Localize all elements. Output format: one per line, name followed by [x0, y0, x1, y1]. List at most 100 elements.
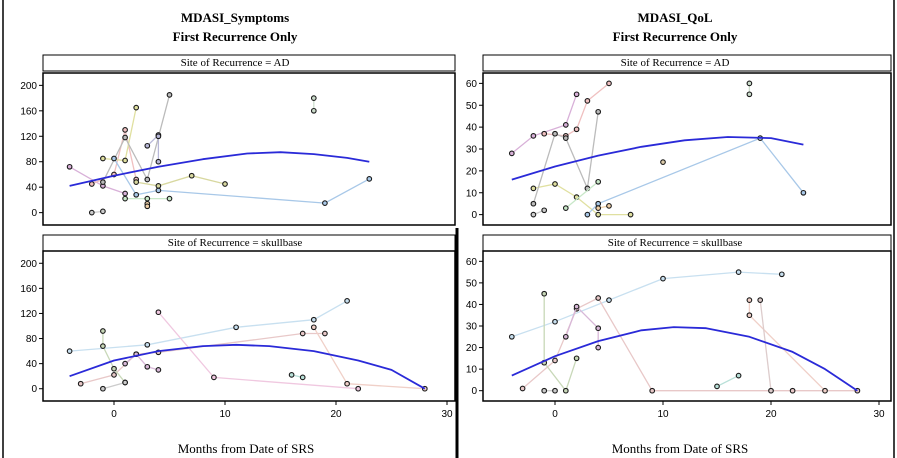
- x-tick-label: 0: [111, 409, 117, 420]
- data-point: [310, 95, 317, 101]
- y-tick-label: 40: [26, 359, 38, 370]
- data-point: [310, 324, 317, 331]
- data-point: [155, 133, 162, 140]
- y-tick-label: 0: [471, 210, 477, 221]
- data-point: [562, 387, 569, 394]
- data-point: [595, 205, 602, 211]
- data-point: [530, 200, 537, 207]
- y-tick-label: 200: [20, 259, 37, 270]
- y-tick-label: 30: [466, 145, 478, 156]
- data-point: [100, 328, 106, 334]
- data-point: [822, 387, 828, 394]
- x-tick-label: 20: [765, 409, 777, 420]
- data-point: [508, 150, 515, 157]
- subject-trajectory: [716, 375, 739, 387]
- subject-trajectory: [102, 331, 126, 383]
- data-point: [584, 98, 591, 104]
- data-point: [166, 195, 173, 202]
- subject-trajectory: [511, 94, 578, 154]
- data-point: [222, 181, 228, 187]
- data-point: [768, 387, 774, 394]
- data-point: [573, 126, 580, 133]
- data-point: [746, 297, 753, 303]
- data-point: [552, 387, 558, 394]
- subject-trajectory: [69, 300, 348, 352]
- data-point: [122, 379, 128, 386]
- subject-trajectory: [146, 133, 160, 162]
- data-point: [344, 380, 350, 387]
- panel-qol-skullbase: Site of Recurrence = skullbase 0 10 20 30 40…: [466, 234, 892, 420]
- y-tick-label: 40: [466, 123, 478, 134]
- data-point: [310, 316, 317, 323]
- x-tick-label: 20: [330, 409, 342, 420]
- subject-trajectory: [522, 297, 858, 392]
- subject-trajectory: [157, 311, 359, 390]
- data-point: [562, 135, 569, 141]
- data-point: [122, 190, 128, 197]
- data-point: [552, 130, 558, 137]
- quadratic-fit-line: [69, 343, 426, 390]
- data-point: [800, 189, 807, 196]
- data-point: [188, 172, 195, 179]
- strip-label: Site of Recurrence = skullbase: [168, 237, 303, 249]
- subject-trajectory: [586, 137, 804, 216]
- panel-qol-ad: Site of Recurrence = AD 0 10 20 30 40 50 60: [466, 54, 892, 226]
- y-tick-label: 40: [466, 300, 478, 311]
- data-point: [660, 275, 666, 282]
- data-point: [552, 357, 558, 364]
- data-point: [541, 130, 548, 137]
- x-tick-label: 0: [552, 409, 558, 420]
- data-point: [595, 344, 602, 351]
- y-tick-label: 30: [466, 322, 478, 333]
- subject-trajectory: [748, 300, 826, 392]
- data-point: [552, 318, 558, 325]
- data-point: [111, 365, 117, 372]
- y-tick-label: 60: [466, 257, 478, 268]
- panel-symptoms-ad: Site of Recurrence = AD 0 40 80 120 160 200: [20, 54, 456, 226]
- data-point: [595, 325, 602, 332]
- y-tick-label: 10: [466, 365, 478, 376]
- data-point: [530, 185, 537, 192]
- data-point: [211, 374, 217, 381]
- data-point: [714, 383, 720, 390]
- data-point: [133, 191, 140, 198]
- data-point: [144, 203, 151, 210]
- data-point: [144, 176, 151, 183]
- data-point: [735, 372, 742, 379]
- data-point: [541, 207, 548, 214]
- x-tick-label: 10: [657, 409, 669, 420]
- left-x-axis-label: Months from Date of SRS: [178, 441, 315, 456]
- data-point: [100, 179, 106, 185]
- data-point: [155, 183, 162, 189]
- data-point: [595, 108, 602, 115]
- data-point: [322, 200, 328, 206]
- data-point: [660, 159, 666, 165]
- subject-trajectory: [565, 305, 599, 348]
- data-point: [366, 176, 373, 182]
- data-point: [627, 211, 634, 218]
- data-point: [649, 387, 656, 394]
- data-point: [299, 330, 306, 337]
- y-tick-label: 40: [26, 183, 38, 194]
- x-tick-label: 30: [441, 409, 453, 420]
- data-point: [155, 187, 162, 194]
- data-point: [66, 348, 73, 354]
- data-point: [233, 324, 239, 331]
- data-point: [606, 297, 612, 303]
- data-point: [606, 203, 612, 209]
- plot-frame: [482, 72, 892, 226]
- data-point: [789, 387, 796, 394]
- data-point: [299, 374, 306, 381]
- data-point: [88, 181, 95, 187]
- data-point: [144, 341, 151, 348]
- strip-label: Site of Recurrence = skullbase: [608, 237, 743, 249]
- subject-trajectory: [124, 353, 159, 371]
- data-point: [595, 295, 602, 301]
- subject-trajectory: [113, 158, 370, 204]
- data-point: [530, 211, 537, 218]
- panel-strip: [42, 54, 456, 72]
- y-tick-label: 120: [20, 132, 37, 143]
- data-point: [166, 92, 173, 98]
- strip-label: Site of Recurrence = AD: [181, 57, 290, 69]
- data-point: [606, 80, 612, 87]
